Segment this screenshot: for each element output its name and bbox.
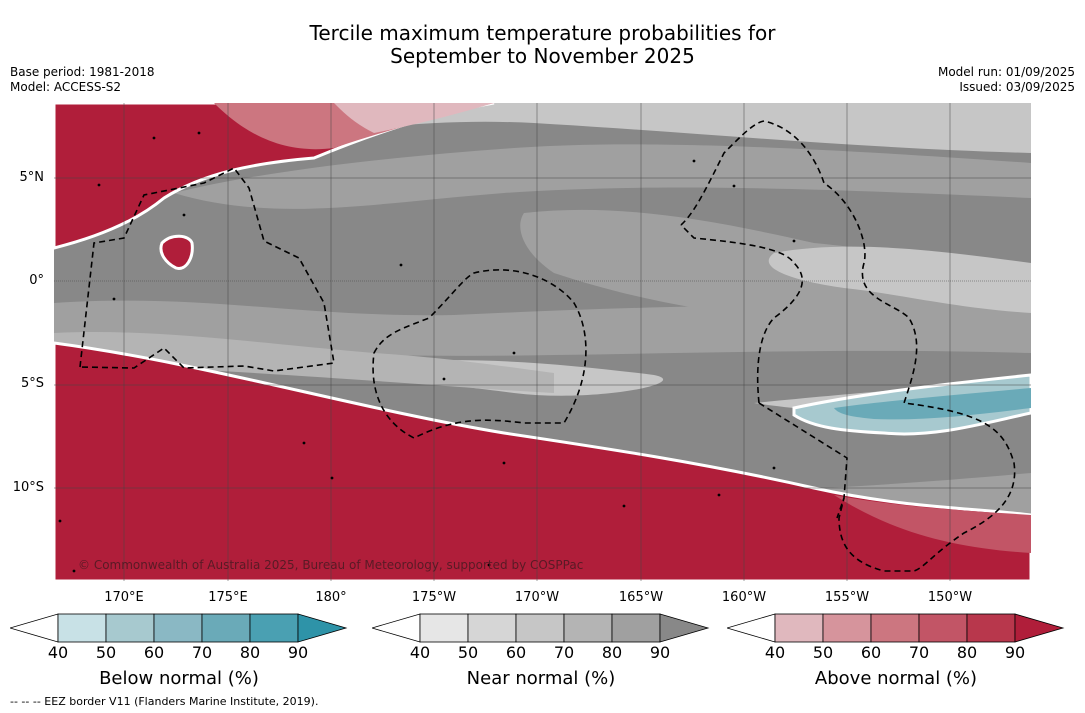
base-period-text: Base period: 1981-2018 <box>10 65 155 79</box>
colorbar-segment <box>201 613 251 643</box>
colorbar-segment <box>822 613 872 643</box>
colorbar-segment <box>467 613 517 643</box>
above-normal-gradient <box>334 103 494 133</box>
colorbar-tick-label: 60 <box>143 643 165 662</box>
copyright-notice: © Commonwealth of Australia 2025, Bureau… <box>78 558 584 572</box>
lat-label-5n: 5°N <box>19 170 45 185</box>
colorbar-below-normal <box>10 613 348 643</box>
colorbar-tick-label: 40 <box>764 643 786 662</box>
lon-label-170e: 170°E <box>104 590 144 605</box>
colorbar-tick-label: 80 <box>239 643 261 662</box>
lat-label-10s: 10°S <box>12 480 44 495</box>
model-run-text: Model run: 01/09/2025 <box>937 65 1075 79</box>
lon-label-175e: 175°E <box>208 590 248 605</box>
near-normal-band <box>174 144 1031 209</box>
colorbar-label-above-normal: Above normal (%) <box>814 668 978 689</box>
above-normal-gradient <box>834 495 1031 553</box>
near-normal-band <box>54 332 554 393</box>
colorbar-tick-label: 80 <box>956 643 978 662</box>
colorbar-label-near-normal: Near normal (%) <box>466 668 616 689</box>
colorbar-tick-label: 50 <box>812 643 834 662</box>
colorbar-tick-label: 90 <box>287 643 309 662</box>
below-normal-area-strong <box>834 388 1031 420</box>
colorbar-segment <box>918 613 968 643</box>
colorbar-label-below-normal: Below normal (%) <box>99 668 259 689</box>
island-markers <box>58 131 796 573</box>
colorbar-tick-label: 40 <box>47 643 69 662</box>
colorbar-segment <box>515 613 565 643</box>
eez-legend-footer: -- -- -- EEZ border V11 (Flanders Marine… <box>10 695 319 708</box>
lon-label-170w: 170°W <box>514 590 560 605</box>
lon-label-175w: 175°W <box>411 590 457 605</box>
colorbar-segment <box>153 613 203 643</box>
above-normal-island <box>159 234 194 270</box>
colorbar-extend-low <box>727 613 776 643</box>
colorbar-segment <box>966 613 1016 643</box>
colorbar-segment <box>870 613 920 643</box>
colorbar-segment <box>563 613 613 643</box>
issued-text: Issued: 03/09/2025 <box>959 80 1075 94</box>
map-title-line1: Tercile maximum temperature probabilitie… <box>309 21 776 45</box>
colorbar-extend-high <box>297 613 348 643</box>
colorbar-tick-label: 60 <box>860 643 882 662</box>
model-text: Model: ACCESS-S2 <box>10 80 122 94</box>
colorbar-segment <box>105 613 155 643</box>
colorbar-segment <box>611 613 661 643</box>
lon-label-150w: 150°W <box>927 590 973 605</box>
colorbar-near-normal <box>372 613 710 643</box>
colorbar-tick-label: 60 <box>505 643 527 662</box>
colorbar-tick-label: 50 <box>457 643 479 662</box>
colorbar-tick-label: 80 <box>601 643 623 662</box>
above-normal-area-south <box>54 341 1031 581</box>
colorbar-extend-low <box>10 613 59 643</box>
near-normal-band <box>768 246 1031 313</box>
near-normal-band <box>520 209 1031 343</box>
map-title-line2: September to November 2025 <box>390 44 695 68</box>
colorbar-tick-label: 90 <box>649 643 671 662</box>
lat-label-0: 0° <box>29 273 44 288</box>
eez-borders <box>79 120 1016 572</box>
colorbar-tick-label: 90 <box>1004 643 1026 662</box>
colorbar-segment <box>419 613 469 643</box>
colorbar-extend-high <box>1014 613 1065 643</box>
graticule <box>54 103 1031 581</box>
colorbar-tick-label: 70 <box>908 643 930 662</box>
colorbar-tick-label: 70 <box>191 643 213 662</box>
colorbar-tick-label: 50 <box>95 643 117 662</box>
lon-label-160w: 160°W <box>721 590 767 605</box>
lat-label-5s: 5°S <box>20 376 44 391</box>
colorbar-segment <box>249 613 299 643</box>
colorbar-segment <box>57 613 107 643</box>
lon-label-180: 180° <box>315 590 347 605</box>
lon-label-165w: 165°W <box>618 590 664 605</box>
colorbar-extend-high <box>659 613 710 643</box>
probability-map <box>54 103 1031 581</box>
colorbar-tick-label: 40 <box>409 643 431 662</box>
colorbar-above-normal <box>727 613 1065 643</box>
lon-label-155w: 155°W <box>824 590 870 605</box>
colorbar-tick-label: 70 <box>553 643 575 662</box>
colorbar-extend-low <box>372 613 421 643</box>
colorbar-segment <box>774 613 824 643</box>
